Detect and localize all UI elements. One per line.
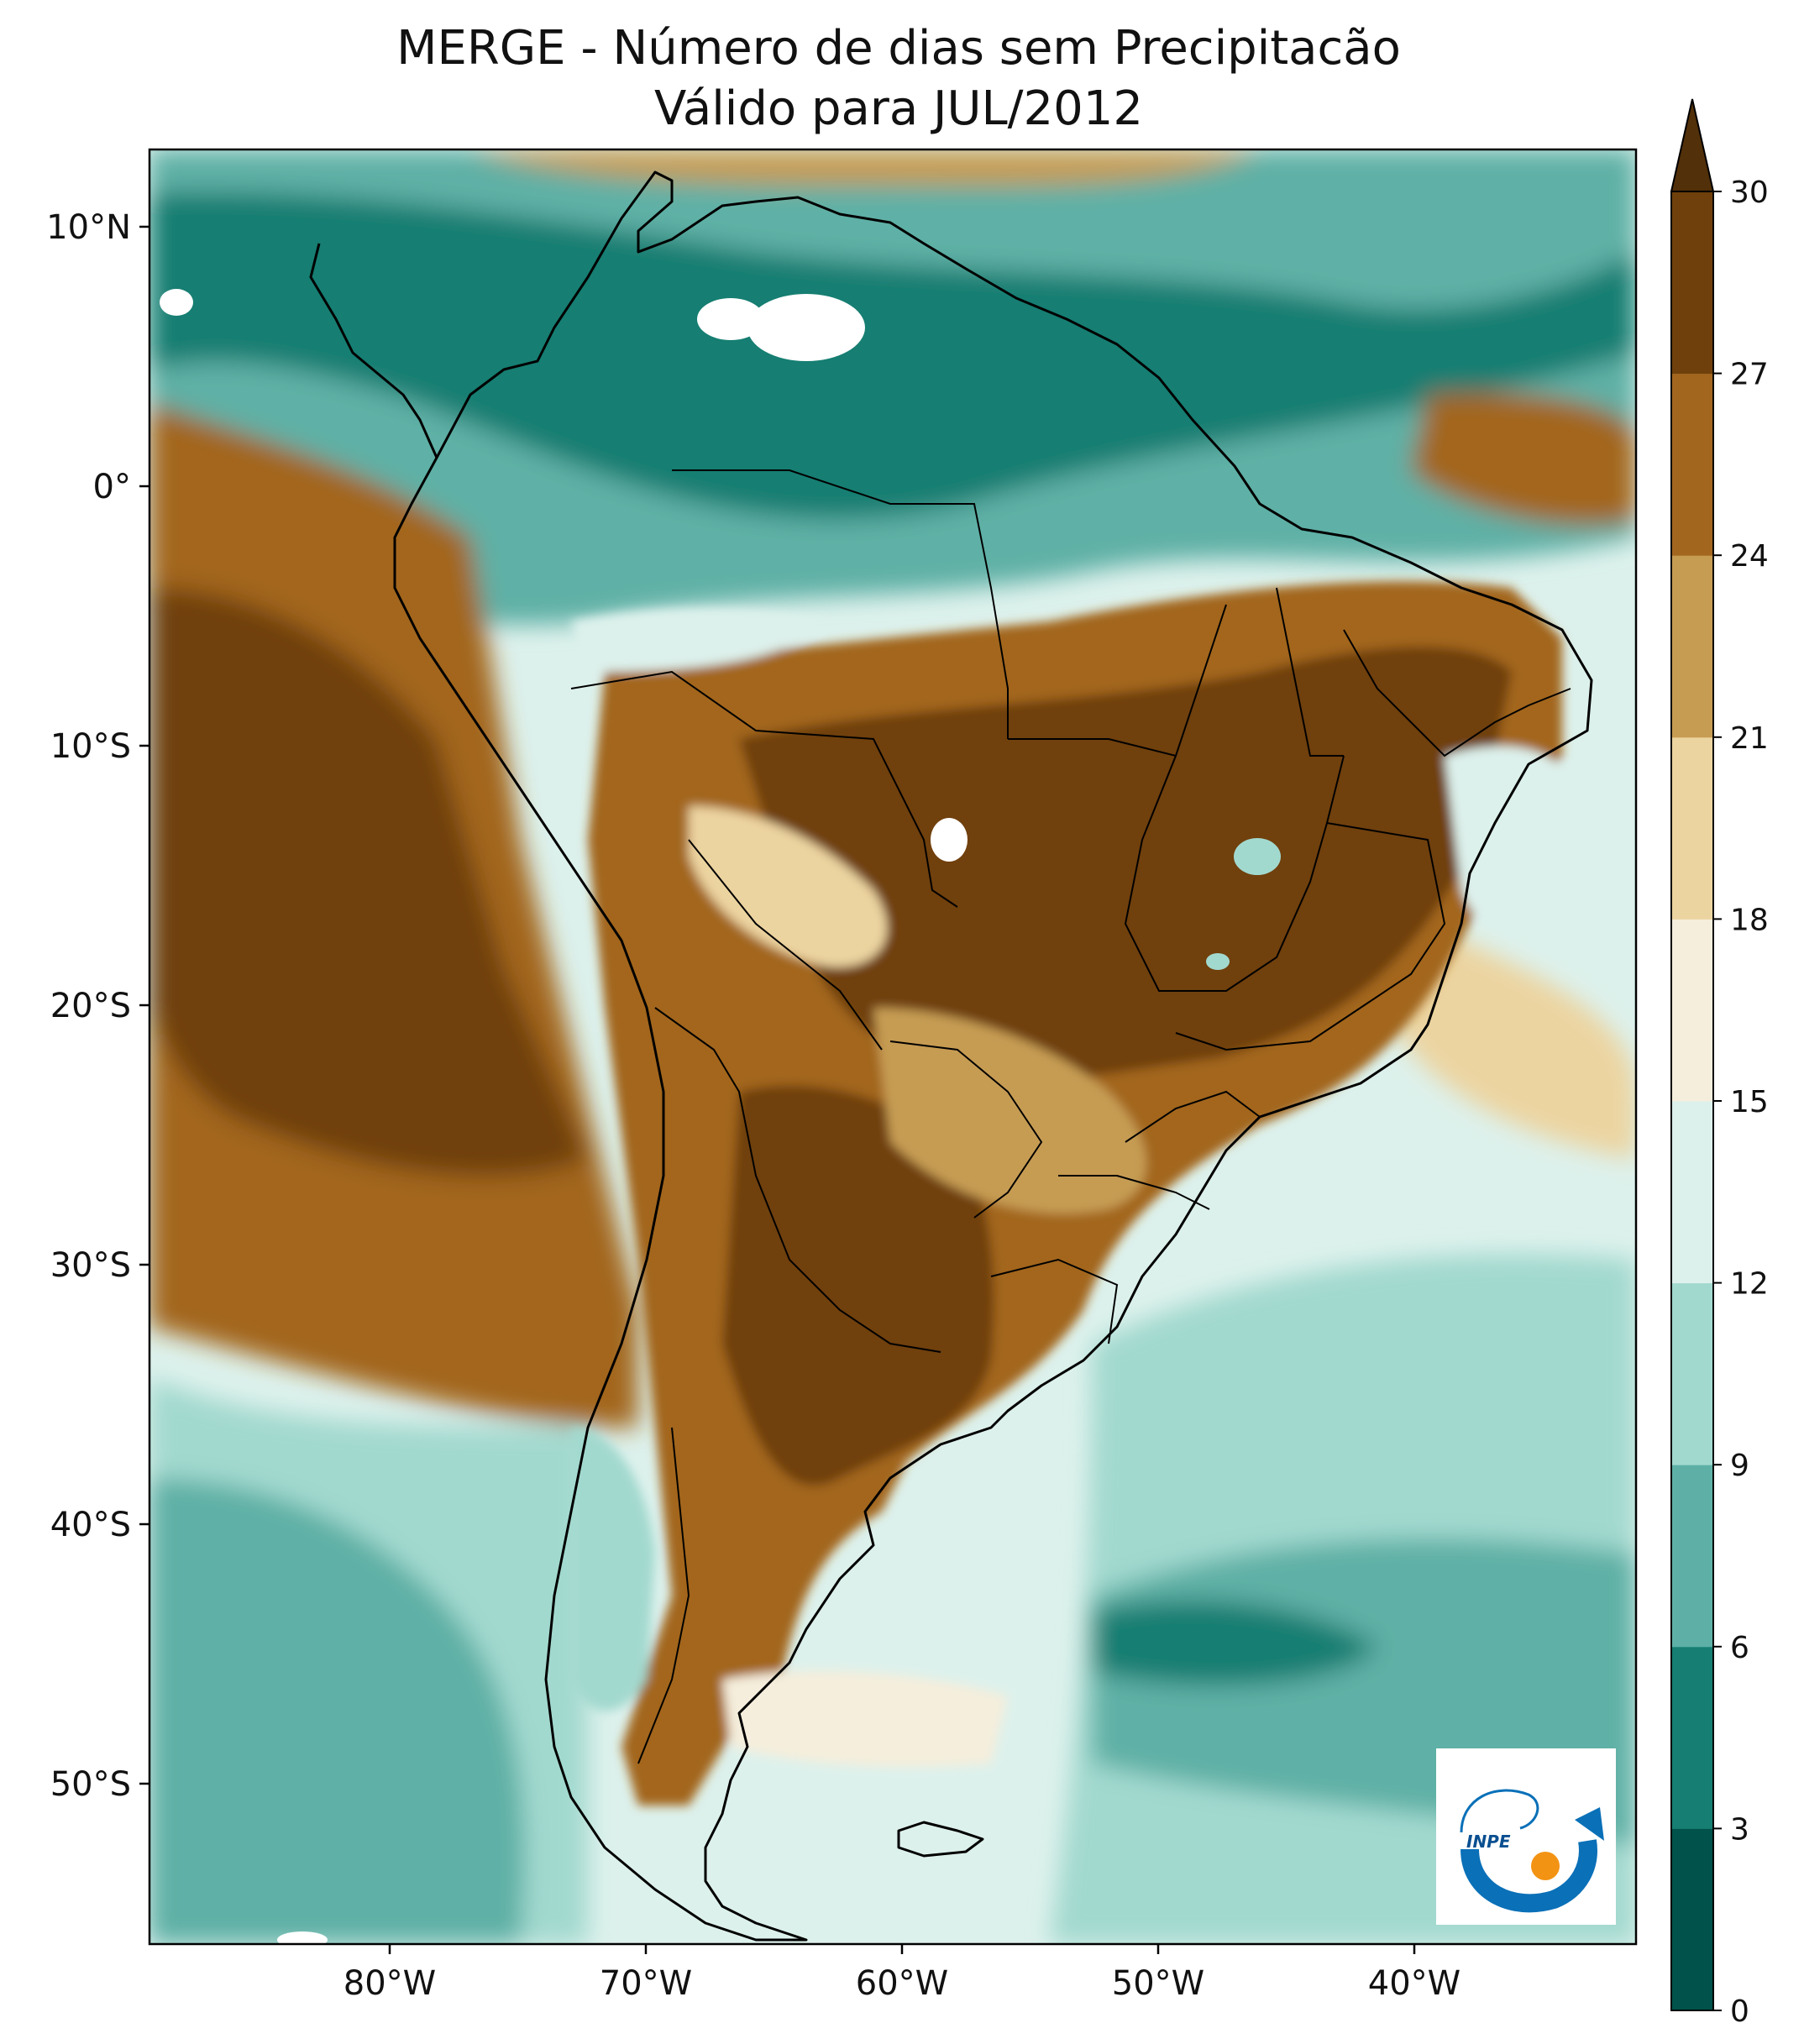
map-title: MERGE - Número de dias sem Precipitacão … [151,18,1646,139]
wet-east-coast [1445,746,1579,928]
longitude-ticks: 80°W 70°W 60°W 50°W 40°W [343,1944,1461,2003]
data-field [149,149,1636,1944]
lon-tick-label: 60°W [856,1964,948,2003]
title-line-2: Válido para JUL/2012 [653,81,1144,136]
dry-patch-ne-ocean [1411,392,1636,526]
lat-tick-label: 50°S [50,1765,131,1804]
colorbar-label: 18 [1730,903,1769,937]
panama-isthmus [309,243,438,459]
lat-tick-label: 10°S [50,727,131,766]
colorbar-label: 3 [1730,1812,1749,1847]
logo-text: INPE [1466,1832,1511,1852]
lon-tick-label: 70°W [600,1964,692,2003]
lat-tick-label: 20°S [50,987,131,1025]
lon-tick-label: 50°W [1112,1964,1204,2003]
colorbar-label: 21 [1730,721,1769,756]
dry-band-top [470,149,1260,186]
colorbar-label: 15 [1730,1085,1769,1119]
colorbar: 0 3 6 9 12 15 18 21 24 27 30 [1670,98,1769,2029]
white-patches [160,289,968,1944]
wet-atlantic-deep [1092,1600,1377,1685]
logo-sun-icon [1531,1852,1560,1880]
lon-tick-label: 80°W [343,1964,436,2003]
mid-bolivia [689,806,888,967]
colorbar-segment [1671,919,1713,1102]
logo-orbit [1460,1789,1539,1833]
lat-tick-label: 30°S [50,1246,131,1285]
colorbar-label: 9 [1730,1449,1749,1483]
logo-swoosh [1461,1839,1597,1913]
lat-tick-label: 10°N [46,208,131,247]
colorbar-segment [1671,1465,1713,1648]
colorbar-label: 12 [1730,1267,1769,1302]
colorbar-segment [1671,373,1713,556]
south-america-outline [393,170,1593,1942]
colorbar-segment [1671,191,1713,375]
dry-argentina [722,1085,994,1486]
inpe-logo: INPE [1436,1748,1616,1925]
wet-pacific-core [149,1478,526,1944]
colorbar-segment [1671,1646,1713,1829]
logo-arrow-icon [1575,1807,1604,1841]
wet-chile-south [571,1428,655,1711]
wet-amazon-north [571,609,823,672]
wet-core-north [149,191,1636,520]
colorbar-segment [1671,1101,1713,1284]
coastline [309,170,1593,1942]
wet-patch-goias [1234,838,1281,875]
colorbar-label: 30 [1730,176,1769,210]
colorbar-segment [1671,555,1713,738]
colorbar-label: 27 [1730,358,1769,392]
dry-pacific-core [149,588,588,1177]
colorbar-label: 6 [1730,1631,1749,1665]
colorbar-segment [1671,1828,1713,2011]
lat-tick-label: 0° [93,468,131,506]
wet-patch-brasilia [1206,953,1230,970]
latitude-ticks: 10°N 0° 10°S 20°S 30°S 40°S 50°S [46,208,149,1804]
colorbar-segment [1671,1282,1713,1465]
colorbar-segment [1671,736,1713,920]
wet-patagonia [722,1670,1008,1767]
colorbar-label: 24 [1730,539,1769,574]
dry-atlantic-east [1394,924,1636,1159]
lon-tick-label: 40°W [1368,1964,1461,2003]
inpe-logo-mark: INPE [1460,1789,1604,1913]
title-line-1: MERGE - Número de dias sem Precipitacão [396,21,1401,76]
mid-south-brazil [873,1008,1146,1214]
colorbar-label: 0 [1730,1994,1749,2029]
lat-tick-label: 40°S [50,1506,131,1544]
falklands [897,1821,984,1858]
colorbar-extend-arrow [1670,98,1715,192]
country-borders [570,469,1571,1764]
plot-frame [148,148,1638,1946]
